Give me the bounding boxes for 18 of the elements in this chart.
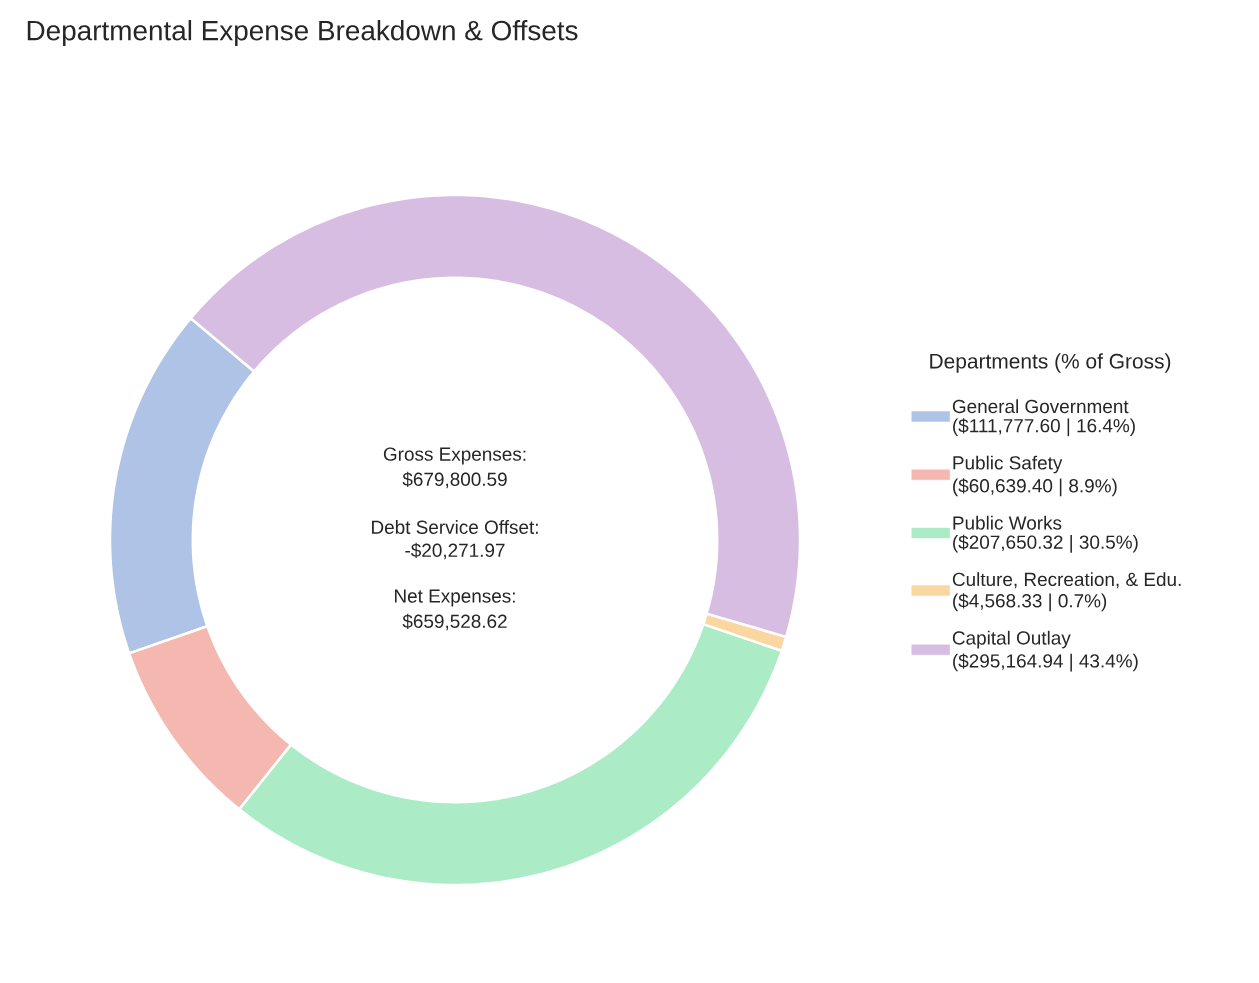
data-label: ($295,164.94 | 43.4%) bbox=[953, 653, 1138, 672]
data-label: ($207,650.32 | 30.5%) bbox=[953, 534, 1138, 553]
legend-label: Public Works bbox=[953, 515, 1062, 530]
chart-title: Departmental Expense Breakdown & Offsets bbox=[27, 20, 578, 46]
legend-label: Public Safety bbox=[953, 455, 1063, 474]
text: $659,528.62 bbox=[402, 613, 507, 631]
text: Debt Service Offset: bbox=[372, 520, 538, 534]
legend-label: Culture, Recreation, & Edu. bbox=[952, 572, 1181, 589]
legend-label: General Government bbox=[952, 399, 1129, 414]
legend-title: Departments (% of Gross) bbox=[930, 353, 1171, 373]
text: -$20,271.97 bbox=[405, 542, 505, 560]
text: Gross Expenses: bbox=[383, 447, 526, 465]
data-label: ($111,777.60 | 16.4%) bbox=[953, 418, 1135, 437]
data-label: ($60,639.40 | 8.9%) bbox=[953, 478, 1117, 497]
text: Net Expenses: bbox=[395, 589, 515, 607]
legend-label: Capital Outlay bbox=[952, 630, 1071, 649]
data-label: ($4,568.33 | 0.7%) bbox=[953, 593, 1107, 612]
text: $679,800.59 bbox=[402, 471, 507, 489]
